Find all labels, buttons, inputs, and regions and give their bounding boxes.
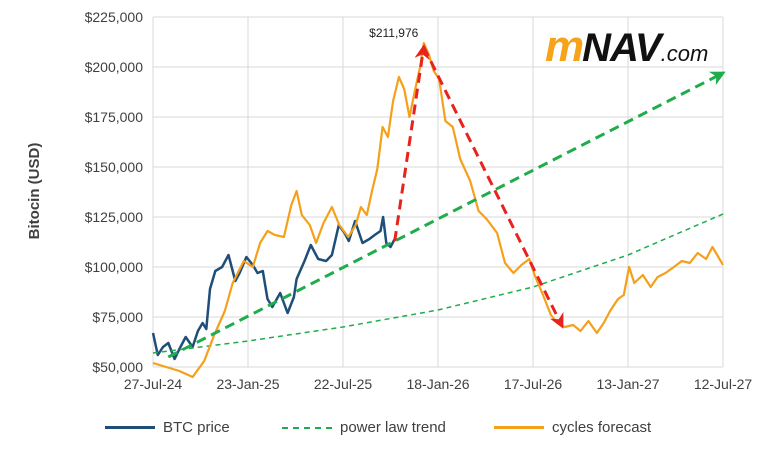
legend-label-power-law-trend: power law trend	[340, 419, 446, 436]
y-tick-label: $175,000	[85, 109, 144, 125]
x-tick-label: 18-Jan-26	[406, 376, 469, 392]
legend-swatch-power-law-trend	[282, 426, 332, 429]
x-tick-label: 23-Jan-25	[216, 376, 279, 392]
peak-annotation: $211,976	[369, 26, 418, 40]
cycle-arrow-2	[422, 46, 564, 329]
mnav-logo: mNAV.com	[545, 22, 708, 72]
logo-com: .com	[660, 41, 709, 66]
y-tick-label: $100,000	[85, 259, 144, 275]
x-tick-label: 12-Jul-27	[694, 376, 753, 392]
y-tick-label: $75,000	[92, 309, 143, 325]
y-axis-label: Bitocin (USD)	[26, 143, 43, 240]
legend-item-cycles-forecast: cycles forecast	[494, 419, 651, 436]
x-tick-label: 17-Jul-26	[504, 376, 563, 392]
cycle-arrow-1	[393, 44, 430, 242]
series-line-btc-price	[151, 215, 396, 361]
x-tick-label: 13-Jan-27	[596, 376, 659, 392]
y-tick-label: $50,000	[92, 359, 143, 375]
legend-item-power-law-trend: power law trend	[282, 419, 446, 436]
y-tick-label: $150,000	[85, 159, 144, 175]
trend-arrow-0	[167, 71, 726, 359]
legend: BTC price power law trend cycles forecas…	[0, 419, 768, 443]
legend-item-btc-price: BTC price	[105, 419, 230, 436]
chart: $50,000 $75,000 $100,000 $125,000 $150,000 $1…	[26, 9, 753, 392]
legend-label-cycles-forecast: cycles forecast	[552, 419, 652, 436]
logo-m: m	[545, 22, 584, 71]
legend-swatch-btc-price	[105, 426, 155, 429]
legend-swatch-cycles-forecast	[494, 426, 544, 429]
series-line-power-law-trend	[152, 213, 724, 354]
logo-nav: NAV	[582, 26, 661, 70]
legend-label-btc-price: BTC price	[163, 419, 230, 436]
y-tick-label: $200,000	[85, 59, 144, 75]
x-tick-label: 27-Jul-24	[124, 376, 183, 392]
x-tick-label: 22-Jul-25	[314, 376, 373, 392]
y-tick-label: $125,000	[85, 209, 144, 225]
y-tick-label: $225,000	[85, 9, 144, 25]
